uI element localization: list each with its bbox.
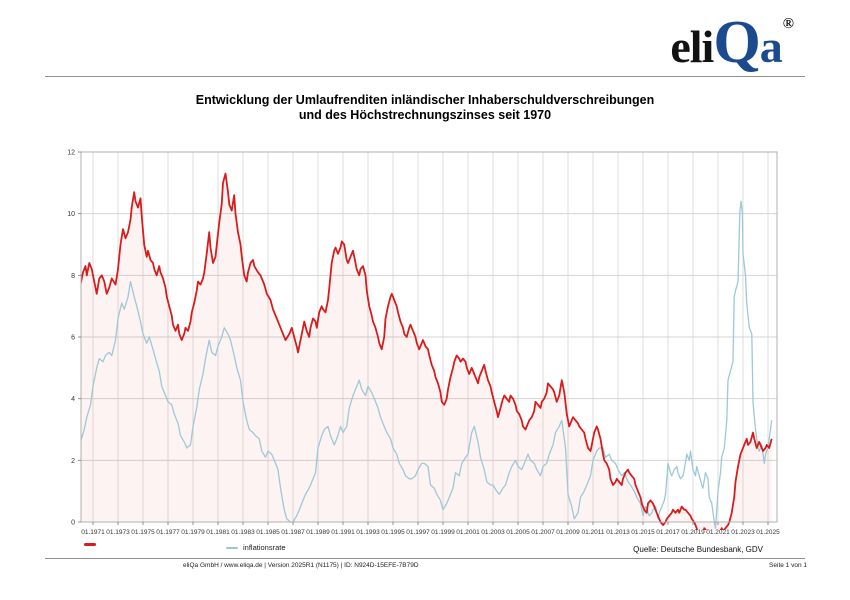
svg-text:01.2005: 01.2005 xyxy=(506,529,530,536)
svg-text:01.2023: 01.2023 xyxy=(731,529,755,536)
svg-text:0: 0 xyxy=(71,520,75,527)
svg-text:01.1999: 01.1999 xyxy=(431,529,455,536)
footer-info: eliQa GmbH / www.eliqa.de | Version 2025… xyxy=(183,562,419,569)
svg-text:8: 8 xyxy=(71,273,75,280)
svg-text:01.1971: 01.1971 xyxy=(81,529,105,536)
svg-text:6: 6 xyxy=(71,335,75,342)
logo-text-eli: eli xyxy=(670,21,714,72)
svg-text:01.1995: 01.1995 xyxy=(381,529,405,536)
logo-text-q: Q xyxy=(713,9,760,76)
svg-text:01.2025: 01.2025 xyxy=(756,529,780,536)
svg-text:01.1989: 01.1989 xyxy=(306,529,330,536)
svg-text:01.1991: 01.1991 xyxy=(331,529,355,536)
legend-item-inflationsrate: inflationsrate xyxy=(226,543,286,552)
svg-text:01.2011: 01.2011 xyxy=(581,529,604,536)
legend-label-inflationsrate: inflationsrate xyxy=(243,543,286,552)
plot-series xyxy=(81,172,773,530)
svg-text:01.2021: 01.2021 xyxy=(706,529,730,536)
legend-red-dash-icon xyxy=(84,543,96,546)
legend-item-umlaufrendite xyxy=(84,543,101,546)
legend-blue-dash-icon xyxy=(226,546,238,549)
svg-text:01.2009: 01.2009 xyxy=(556,529,580,536)
chart-title: Entwicklung der Umlaufrenditen inländisc… xyxy=(0,93,850,123)
svg-text:01.2001: 01.2001 xyxy=(456,529,480,536)
axis-labels: 01.1971 01.1973 01.1975 01.1977 01.1979 01.19… xyxy=(67,150,780,537)
footer-divider-line xyxy=(45,558,805,559)
svg-text:01.1985: 01.1985 xyxy=(256,529,280,536)
svg-text:01.1973: 01.1973 xyxy=(106,529,130,536)
area-fill-umlaufrendite xyxy=(81,173,772,530)
svg-text:01.2003: 01.2003 xyxy=(481,529,505,536)
svg-text:01.1993: 01.1993 xyxy=(356,529,380,536)
svg-text:01.1997: 01.1997 xyxy=(406,529,430,536)
series-line-umlaufrendite xyxy=(81,172,773,530)
footer-page-number: Seite 1 von 1 xyxy=(769,562,807,569)
svg-text:2: 2 xyxy=(71,458,75,465)
series-line-inflationsrate xyxy=(81,200,773,529)
logo-text-a: a xyxy=(759,21,783,72)
source-note: Quelle: Deutsche Bundesbank, GDV xyxy=(633,545,763,554)
svg-text:01.1981: 01.1981 xyxy=(206,529,230,536)
svg-text:01.2013: 01.2013 xyxy=(606,529,630,536)
header-divider-line xyxy=(45,76,805,77)
registered-trademark-icon: ® xyxy=(782,16,794,32)
svg-text:01.1983: 01.1983 xyxy=(231,529,255,536)
svg-text:01.1975: 01.1975 xyxy=(131,529,155,536)
svg-text:01.1977: 01.1977 xyxy=(156,529,180,536)
svg-text:01.1987: 01.1987 xyxy=(281,529,305,536)
svg-text:01.1979: 01.1979 xyxy=(181,529,205,536)
svg-text:01.2015: 01.2015 xyxy=(631,529,655,536)
chart-title-line-2: und des Höchstrechnungszinses seit 1970 xyxy=(298,108,552,122)
svg-text:10: 10 xyxy=(67,211,75,218)
svg-text:01.2017: 01.2017 xyxy=(656,529,680,536)
chart-title-line-1: Entwicklung der Umlaufrenditen inländisc… xyxy=(195,93,655,107)
svg-text:12: 12 xyxy=(67,150,75,157)
svg-text:01.2019: 01.2019 xyxy=(681,529,705,536)
svg-text:4: 4 xyxy=(71,396,75,403)
svg-text:01.2007: 01.2007 xyxy=(531,529,555,536)
